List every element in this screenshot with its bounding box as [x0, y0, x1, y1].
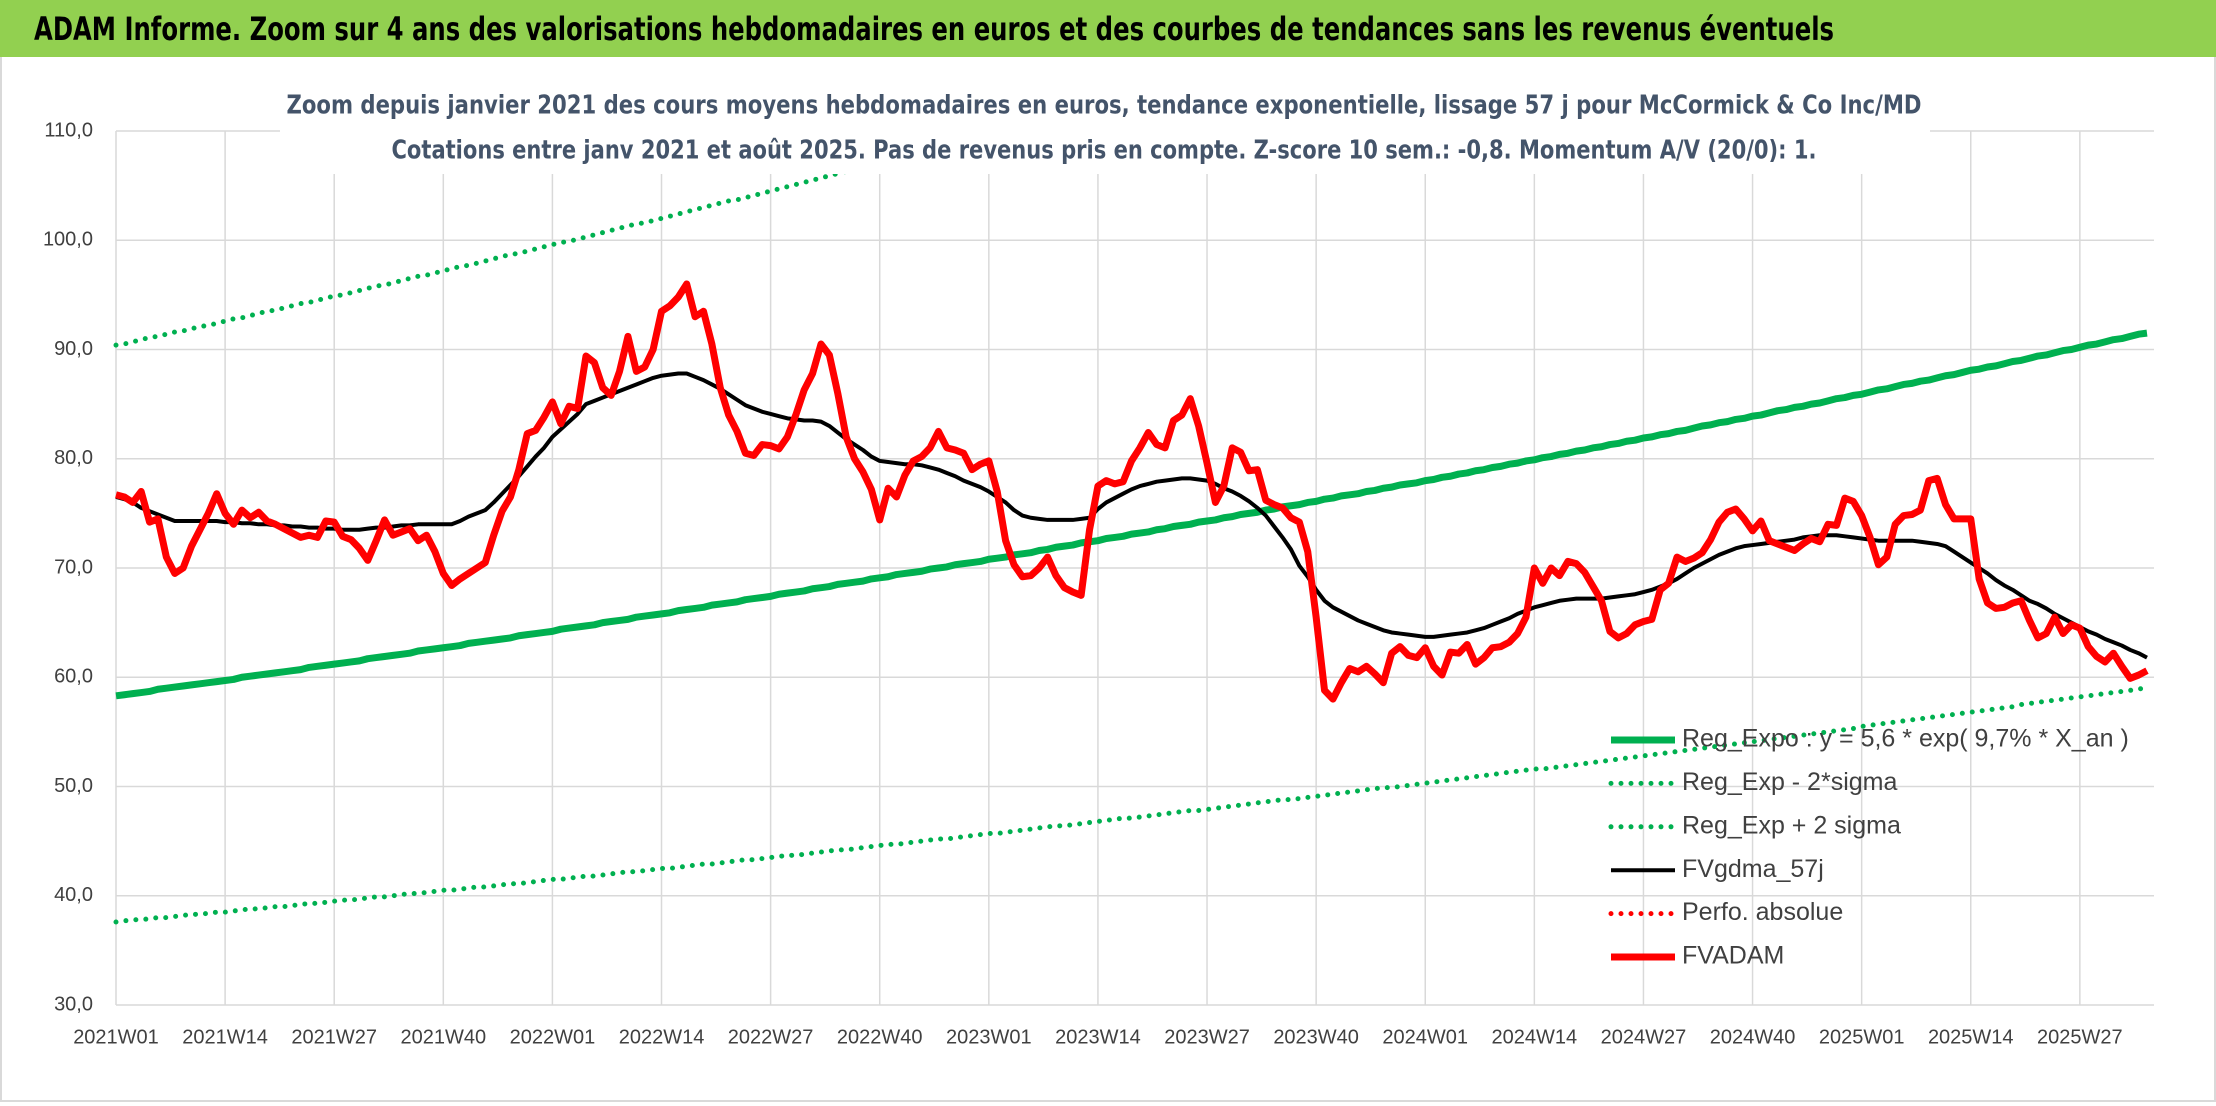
- subtitle: Zoom depuis janvier 2021 des cours moyen…: [287, 91, 1922, 121]
- legend-label: FVADAM: [1682, 942, 1784, 970]
- y-tick-label: 110,0: [44, 119, 93, 141]
- legend-label: Perfo. absolue: [1682, 898, 1843, 926]
- x-tick-label: 2022W27: [728, 1026, 814, 1048]
- y-tick-label: 60,0: [54, 666, 93, 688]
- x-tick-label: 2023W27: [1164, 1026, 1250, 1048]
- plot-lines: [113, 125, 2150, 925]
- legend-label: Reg_Exp + 2 sigma: [1682, 811, 1901, 839]
- x-tick-label: 2022W40: [837, 1026, 923, 1048]
- y-tick-label: 80,0: [54, 447, 93, 469]
- x-tick-label: 2023W40: [1273, 1026, 1359, 1048]
- legend: Reg_Expo : y = 5,6 * exp( 9,7% * X_an ) R…: [1608, 725, 2129, 970]
- title-banner: [0, 0, 2216, 57]
- x-tick-label: 2024W40: [1710, 1026, 1796, 1048]
- x-tick-label: 2024W14: [1492, 1026, 1578, 1048]
- legend-label: FVgdma_57j: [1682, 855, 1824, 883]
- x-tick-label: 2024W01: [1382, 1026, 1468, 1048]
- x-tick-label: 2022W01: [510, 1026, 596, 1048]
- x-tick-label: 2025W01: [1819, 1026, 1905, 1048]
- subtitle: Cotations entre janv 2021 et août 2025. …: [392, 136, 1817, 166]
- x-tick-label: 2025W27: [2037, 1026, 2123, 1048]
- series-line: [115, 280, 2149, 703]
- legend-label: Reg_Expo : y = 5,6 * exp( 9,7% * X_an ): [1682, 725, 2129, 753]
- x-tick-label: 2021W14: [182, 1026, 268, 1048]
- chart-title: ADAM Informe. Zoom sur 4 ans des valoris…: [34, 10, 1834, 48]
- series-line: [113, 125, 1034, 348]
- y-tick-label: 70,0: [54, 556, 93, 578]
- x-tick-label: 2024W27: [1601, 1026, 1687, 1048]
- y-tick-label: 30,0: [54, 993, 93, 1015]
- x-tick-label: 2021W40: [400, 1026, 486, 1048]
- x-tick-label: 2022W14: [619, 1026, 705, 1048]
- y-tick-label: 90,0: [54, 338, 93, 360]
- series-line: [113, 684, 2150, 925]
- legend-label: Reg_Exp - 2*sigma: [1682, 768, 1897, 796]
- x-tick-label: 2025W14: [1928, 1026, 2014, 1048]
- y-tick-label: 50,0: [54, 775, 93, 797]
- subtitle-box: [280, 84, 1930, 174]
- series-line: [115, 329, 2148, 700]
- x-tick-label: 2023W01: [946, 1026, 1032, 1048]
- x-tick-label: 2021W27: [291, 1026, 377, 1048]
- y-tick-label: 100,0: [43, 229, 93, 251]
- x-tick-label: 2021W01: [73, 1026, 159, 1048]
- x-tick-label: 2023W14: [1055, 1026, 1141, 1048]
- y-tick-label: 40,0: [54, 884, 93, 906]
